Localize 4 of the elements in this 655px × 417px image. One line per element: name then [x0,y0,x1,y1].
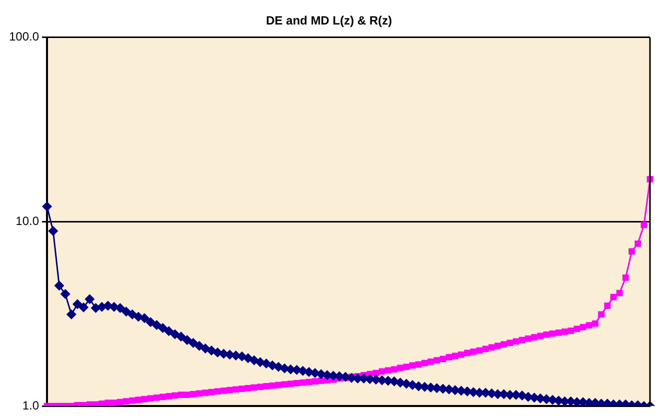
y-tick-label: 10.0 [16,214,40,228]
y-tick-label: 1.0 [22,398,40,412]
chart-title: DE and MD L(z) & R(z) [266,14,392,28]
y-tick-label: 100.0 [9,30,40,44]
